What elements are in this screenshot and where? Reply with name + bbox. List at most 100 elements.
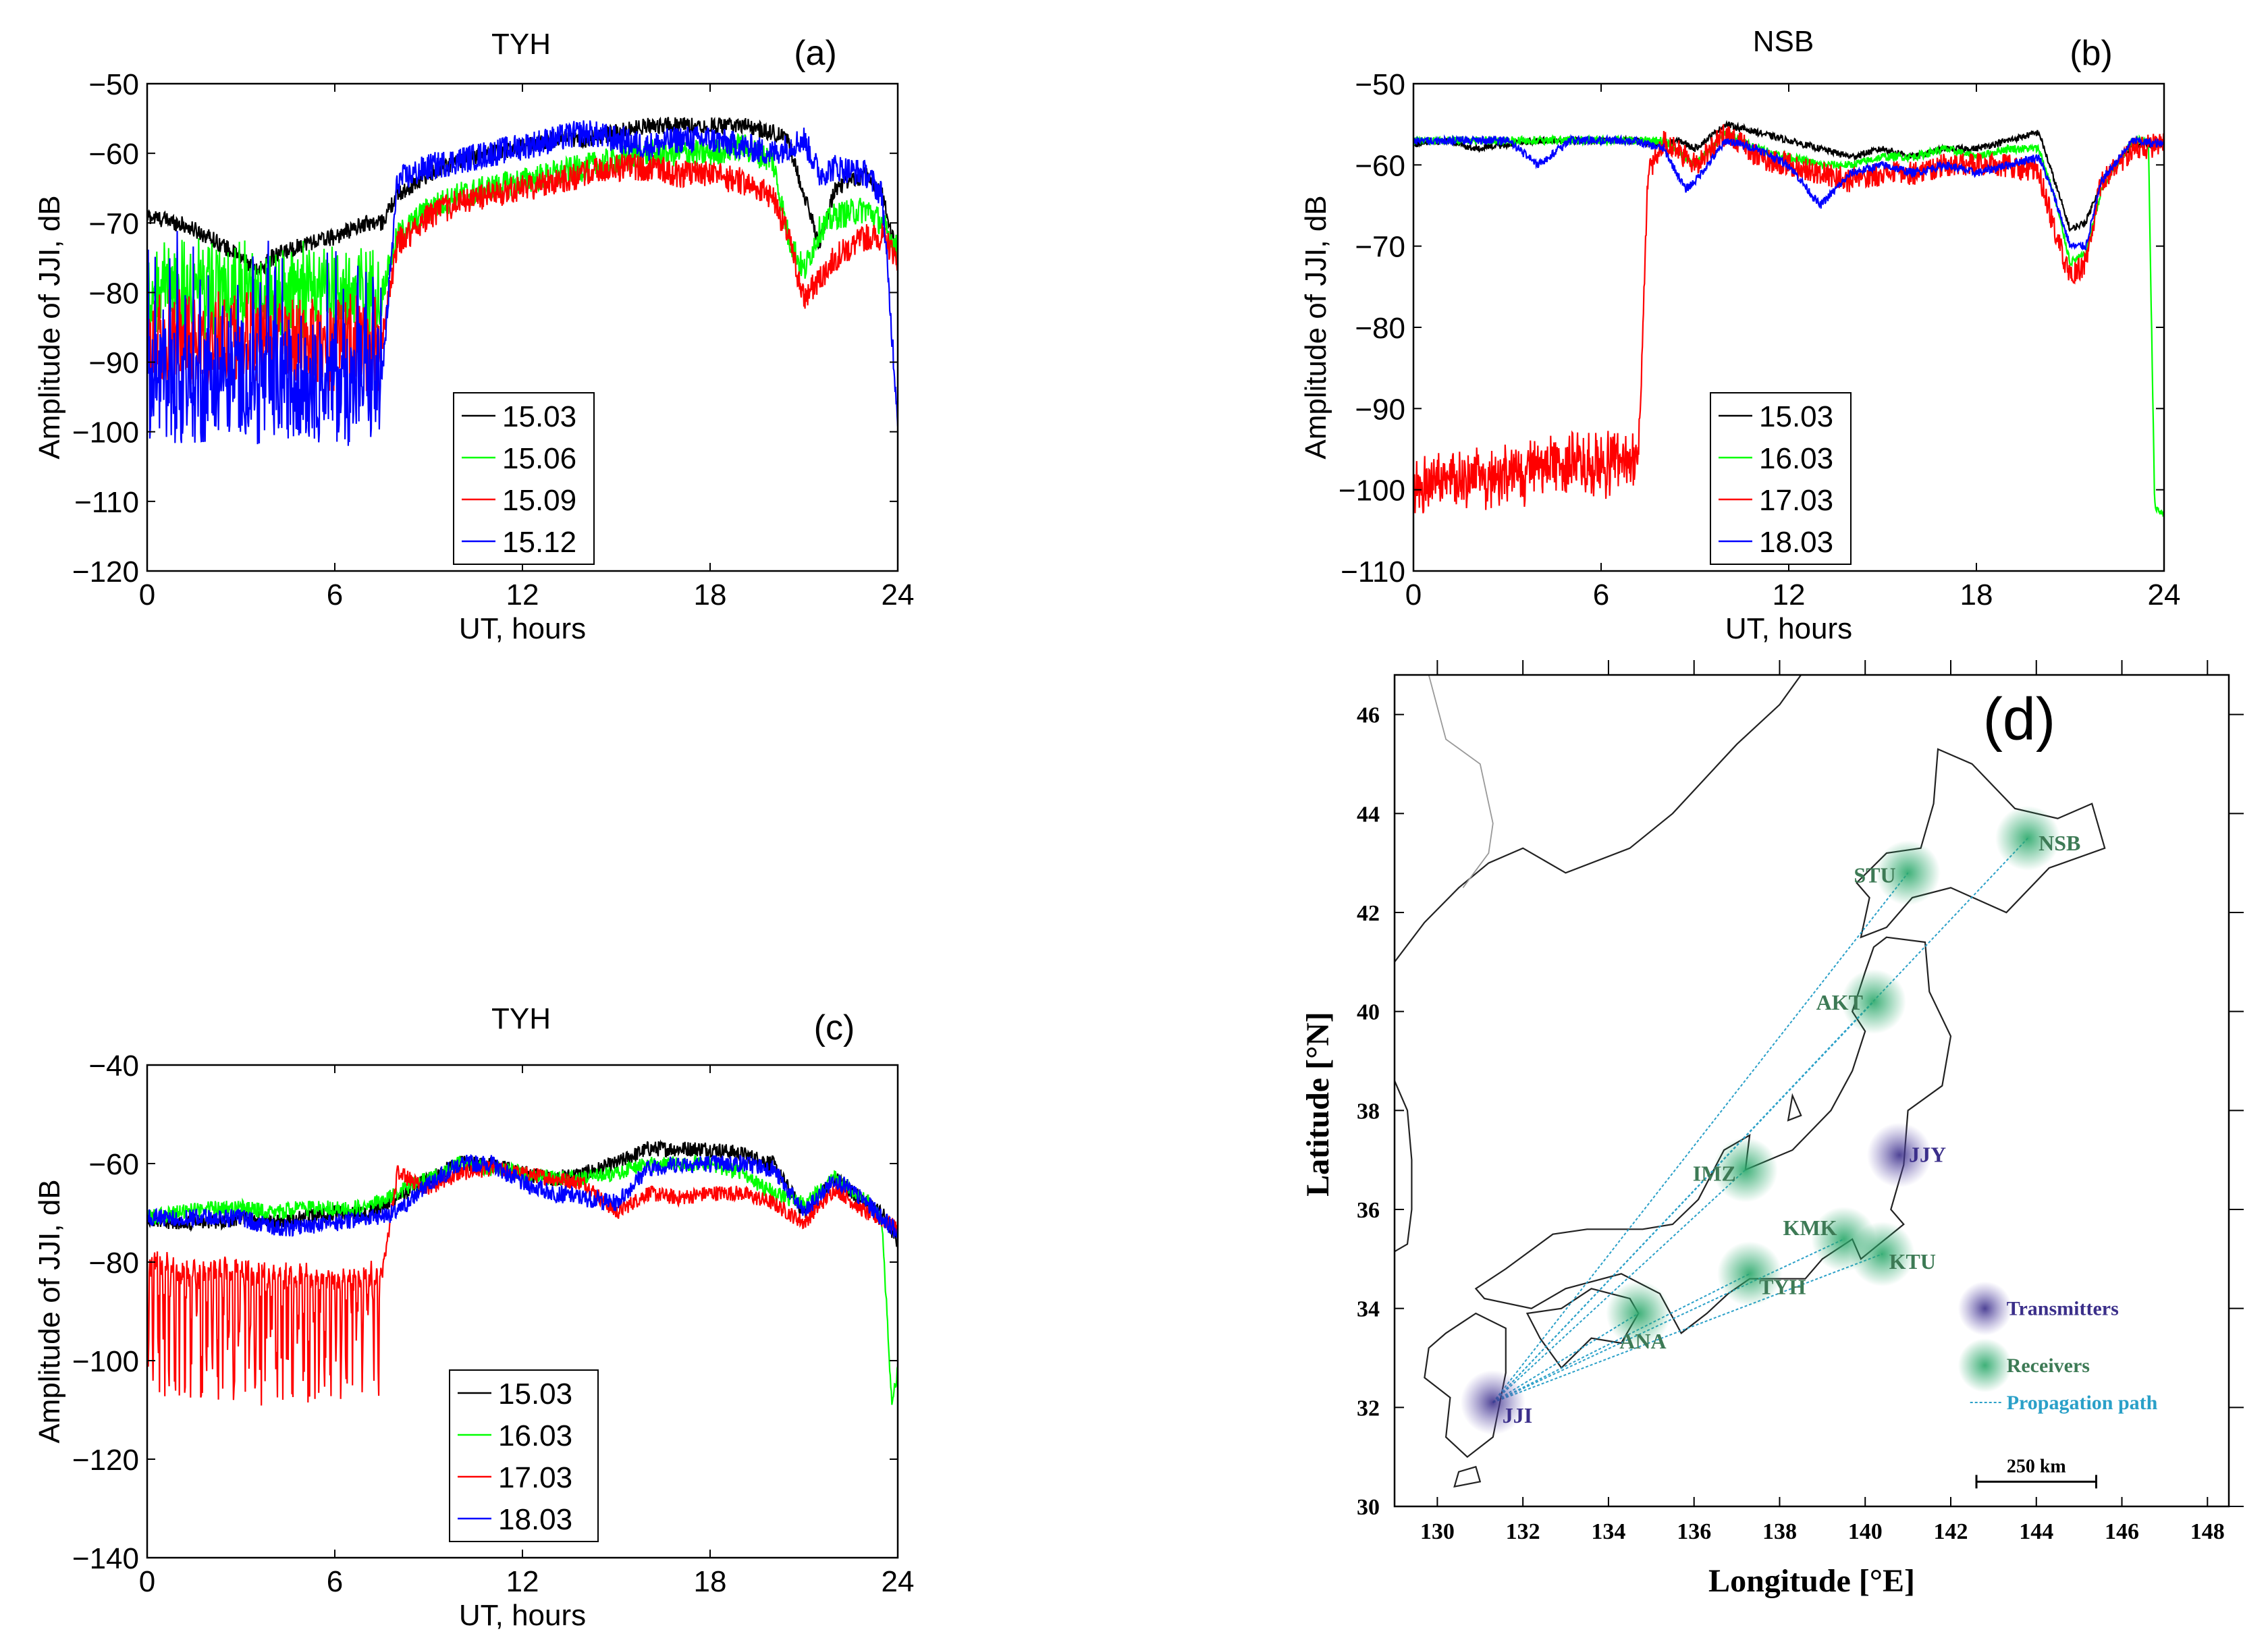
x-tick-label: 0: [1405, 578, 1422, 611]
series-line-15.12: [147, 120, 898, 446]
receiver-marker-tyh: [1717, 1241, 1783, 1307]
legend-entry: 16.03: [1759, 442, 1833, 475]
island-small: [1453, 1465, 1482, 1488]
legend-entry: 17.03: [1759, 484, 1833, 517]
legend-box: [1710, 392, 1852, 565]
legend-transmitter-icon: [1958, 1281, 2012, 1336]
y-tick-label: 34: [1357, 1297, 1380, 1322]
y-tick-label: 30: [1357, 1495, 1380, 1520]
y-tick-label: −110: [74, 486, 139, 519]
panel-label: (b): [2070, 34, 2113, 73]
x-tick-label: 134: [1591, 1519, 1625, 1544]
panel-label: (d): [1983, 685, 2056, 752]
y-tick-label: 40: [1357, 1000, 1380, 1025]
receiver-label: ANA: [1619, 1329, 1666, 1353]
x-tick-label: 6: [327, 1565, 343, 1598]
legend: 15.03 16.03 17.03 18.03: [1710, 392, 1852, 565]
x-tick-label: 132: [1506, 1519, 1540, 1544]
y-axis-label: Amplitude of JJI, dB: [33, 1179, 66, 1443]
y-tick-label: −80: [88, 277, 139, 310]
map-panel: 130 132 134 136 138 140 142 144 146 148 30 32 34 36 38…: [1300, 660, 2244, 1599]
legend-entry: 15.03: [498, 1378, 572, 1411]
y-tick-label: −90: [88, 347, 139, 380]
propagation-path-stu: [1492, 872, 1909, 1403]
legend-entry: 18.03: [498, 1503, 572, 1536]
y-tick-label: −100: [72, 416, 139, 449]
x-axis-label: UT, hours: [459, 612, 586, 645]
transmitter-marker-jji: [1460, 1370, 1526, 1435]
x-tick-label: 142: [1934, 1519, 1968, 1544]
x-tick-label: 24: [2148, 578, 2181, 611]
x-tick-label: 18: [694, 1565, 727, 1598]
panel-label: (a): [794, 34, 837, 73]
y-tick-label: −40: [88, 1049, 139, 1083]
y-tick-label: −70: [1355, 231, 1405, 264]
x-tick-label: 12: [1773, 578, 1806, 611]
chart-a: 0 6 12 18 24 −50 −60 −70 −80 −90 −100 −110 −120 TYH (a…: [33, 28, 914, 645]
legend-entry: 15.03: [502, 400, 576, 433]
y-tick-label: −120: [72, 1444, 139, 1477]
propagation-path-ktu: [1492, 1253, 1883, 1403]
x-tick-label: 136: [1677, 1519, 1711, 1544]
y-tick-label: −60: [1355, 149, 1405, 182]
legend-box: [449, 1369, 599, 1542]
map-frame: [1393, 674, 2230, 1508]
legend-entry: 15.06: [502, 442, 576, 475]
y-tick-label: −120: [72, 555, 139, 589]
chart-title: NSB: [1753, 25, 1814, 58]
legend-entry: 18.03: [1759, 526, 1833, 559]
x-tick-label: 148: [2190, 1519, 2225, 1544]
x-tick-label: 130: [1420, 1519, 1455, 1544]
propagation-path-imz: [1492, 1169, 1746, 1403]
island-sado: [1787, 1093, 1802, 1122]
y-tick-label: −80: [88, 1247, 139, 1280]
receiver-marker-imz: [1712, 1137, 1778, 1203]
receiver-marker-ana: [1606, 1281, 1671, 1346]
y-axis-label: Amplitude of JJI, dB: [1299, 195, 1332, 459]
receiver-label: TYH: [1759, 1274, 1806, 1299]
receiver-label: KTU: [1889, 1249, 1936, 1274]
x-axis-label: UT, hours: [1725, 612, 1852, 645]
receiver-label: IMZ: [1693, 1161, 1736, 1185]
island-kyushu: [1424, 1312, 1507, 1458]
series-group: [147, 1139, 898, 1406]
y-tick-label: 46: [1357, 703, 1380, 728]
y-tick-label: −110: [1341, 555, 1405, 589]
y-axis-label: Latitude [°N]: [1300, 1012, 1336, 1197]
legend-box: [453, 392, 595, 565]
y-tick-label: 32: [1357, 1396, 1380, 1421]
legend-transmitters: Transmitters: [2007, 1298, 2119, 1320]
y-axis-label: Amplitude of JJI, dB: [33, 195, 66, 459]
legend-entry: 15.03: [1759, 400, 1833, 433]
scale-bar-label: 250 km: [2007, 1456, 2066, 1477]
x-tick-label: 144: [2019, 1519, 2053, 1544]
legend-receivers: Receivers: [2007, 1355, 2090, 1377]
series-line-15.03: [1413, 119, 2164, 233]
y-tick-label: −60: [88, 138, 139, 171]
x-tick-label: 24: [882, 578, 915, 611]
y-tick-label: −50: [88, 68, 139, 101]
legend: 15.03 16.03 17.03 18.03: [449, 1369, 599, 1542]
series-line-17.03: [1413, 124, 2164, 514]
y-tick-label: −100: [72, 1345, 139, 1378]
chart-c: 0 6 12 18 24 −40 −60 −80 −100 −120 −140 TYH (c) UT, h…: [33, 1002, 914, 1632]
y-tick-label: −140: [72, 1542, 139, 1575]
x-tick-label: 0: [139, 1565, 155, 1598]
y-tick-label: 38: [1357, 1099, 1380, 1124]
y-tick-label: −90: [1355, 393, 1405, 426]
chart-title: TYH: [491, 28, 551, 61]
legend-entry: 15.09: [502, 484, 576, 517]
series-line-15.06: [147, 132, 898, 344]
chart-title: TYH: [491, 1002, 551, 1035]
x-tick-label: 140: [1848, 1519, 1883, 1544]
receiver-label: STU: [1854, 863, 1895, 887]
legend-entry: 16.03: [498, 1419, 572, 1452]
receiver-marker-ktu: [1850, 1222, 1915, 1286]
y-tick-label: 36: [1357, 1198, 1380, 1223]
x-tick-label: 6: [1593, 578, 1609, 611]
map-legend: Transmitters Receivers Propagation path: [1958, 1281, 2158, 1414]
panel-label: (c): [814, 1008, 855, 1047]
x-tick-label: 24: [882, 1565, 915, 1598]
x-tick-label: 18: [694, 578, 727, 611]
